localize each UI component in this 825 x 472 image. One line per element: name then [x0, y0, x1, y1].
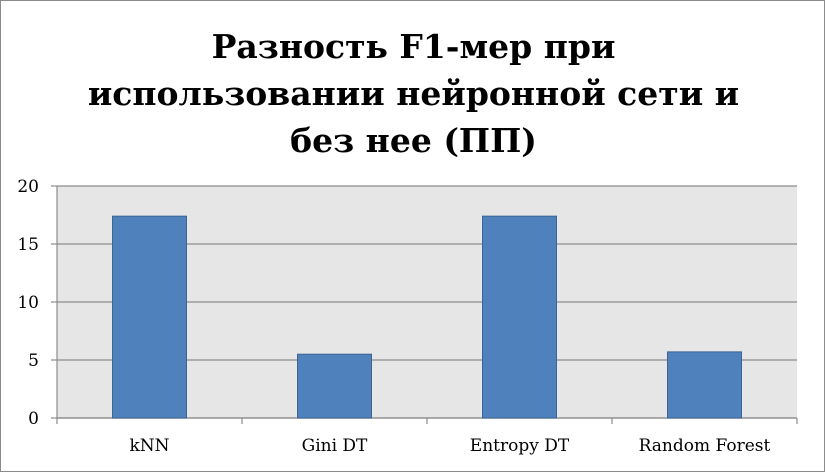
bar-entropy-dt: [482, 215, 557, 419]
chart-title-line-1: Разность F1-мер при: [211, 27, 616, 66]
bar-gini-dt: [297, 353, 372, 419]
y-tick-label: 0: [28, 409, 39, 429]
chart-title: Разность F1-мер при использовании нейрон…: [61, 23, 766, 164]
bar-random-forest: [667, 351, 742, 419]
bar-knn: [112, 215, 187, 419]
y-tick-label: 10: [17, 293, 39, 313]
x-category-label: Random Forest: [639, 436, 771, 456]
chart-title-line-2: использовании нейронной сети и: [87, 74, 740, 113]
y-tick-label: 20: [17, 177, 39, 197]
x-category-label: Entropy DT: [470, 436, 570, 456]
y-tick-label: 15: [17, 235, 39, 255]
x-category-label: kNN: [129, 436, 169, 456]
y-tick-label: 5: [28, 351, 39, 371]
chart-title-line-3: без нее (ПП): [290, 121, 537, 160]
x-category-label: Gini DT: [302, 436, 368, 456]
